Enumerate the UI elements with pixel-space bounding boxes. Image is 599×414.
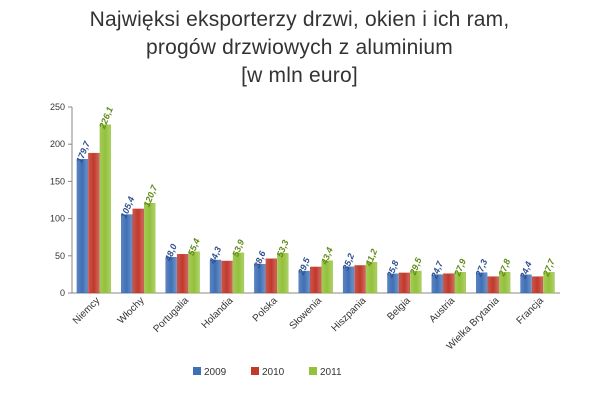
bar-2010	[310, 266, 322, 294]
x-tick-label: Belgia	[385, 295, 413, 323]
x-tick-label: Hiszpania	[330, 295, 369, 334]
y-tick-label: 100	[50, 214, 65, 224]
x-tick-label: Austria	[427, 295, 457, 325]
y-tick-label: 0	[60, 288, 65, 298]
bar-2011	[365, 262, 378, 294]
bar-2011	[99, 124, 112, 294]
legend-swatch-2009	[193, 367, 201, 375]
bar-2011	[499, 272, 511, 294]
bar-2009	[520, 274, 532, 294]
bar-2010	[398, 272, 411, 294]
data-label-2011: 120,7	[142, 183, 160, 209]
bar-2010	[88, 152, 100, 294]
chart-title-line-3: [w mln euro]	[241, 64, 358, 87]
data-label-2011: 226,1	[97, 105, 115, 131]
x-tick-label: Słowenia	[288, 295, 325, 332]
data-label-2009: 38,6	[252, 249, 268, 270]
x-tick-label: Polska	[251, 295, 280, 324]
bar-2011	[188, 251, 200, 294]
y-tick-label: 200	[50, 139, 65, 149]
bar-2011	[144, 202, 156, 294]
bar-2011	[232, 252, 245, 294]
y-tick-label: 50	[55, 251, 65, 261]
bar-2009	[342, 266, 355, 294]
bar-2011	[277, 253, 289, 294]
x-tick-label: Francja	[515, 295, 547, 327]
bar-2009	[165, 257, 177, 294]
x-tick-label: Holandia	[200, 295, 236, 331]
bar-2010	[132, 208, 144, 294]
bar-2010	[221, 260, 233, 294]
bar-2009	[387, 273, 399, 294]
bar-2009	[254, 264, 266, 294]
x-tick-label: Portugalia	[151, 295, 191, 335]
bar-2010	[443, 273, 455, 294]
bar-2009	[121, 214, 133, 294]
legend-swatch-2011	[309, 367, 317, 375]
bar-2011	[543, 272, 555, 294]
bar-2009	[76, 159, 89, 294]
legend-swatch-2010	[251, 367, 259, 375]
bar-2011	[321, 260, 333, 294]
bar-2011	[454, 272, 466, 294]
bar-2010	[531, 276, 544, 294]
bar-2010	[265, 258, 277, 294]
bar-2011	[410, 270, 422, 294]
x-tick-label: Niemcy	[71, 295, 102, 326]
bar-2009	[298, 270, 310, 294]
legend-label-2011: 2011	[320, 367, 342, 378]
legend-label-2009: 2009	[204, 367, 227, 378]
bar-2009	[431, 274, 443, 294]
legend-label-2010: 2010	[262, 367, 285, 378]
chart-title-line-1: Najwięksi eksporterzy drzwi, okien i ich…	[89, 8, 510, 31]
bar-2010	[176, 254, 189, 294]
bar-2009	[476, 272, 488, 294]
y-tick-label: 150	[50, 176, 65, 186]
y-tick-label: 250	[50, 102, 65, 112]
bar-2010	[354, 265, 366, 294]
bar-2010	[487, 276, 499, 294]
chart-title-line-2: progów drzwiowych z aluminium	[146, 36, 453, 59]
bar-2009	[209, 259, 222, 294]
x-tick-label: Włochy	[116, 295, 147, 326]
